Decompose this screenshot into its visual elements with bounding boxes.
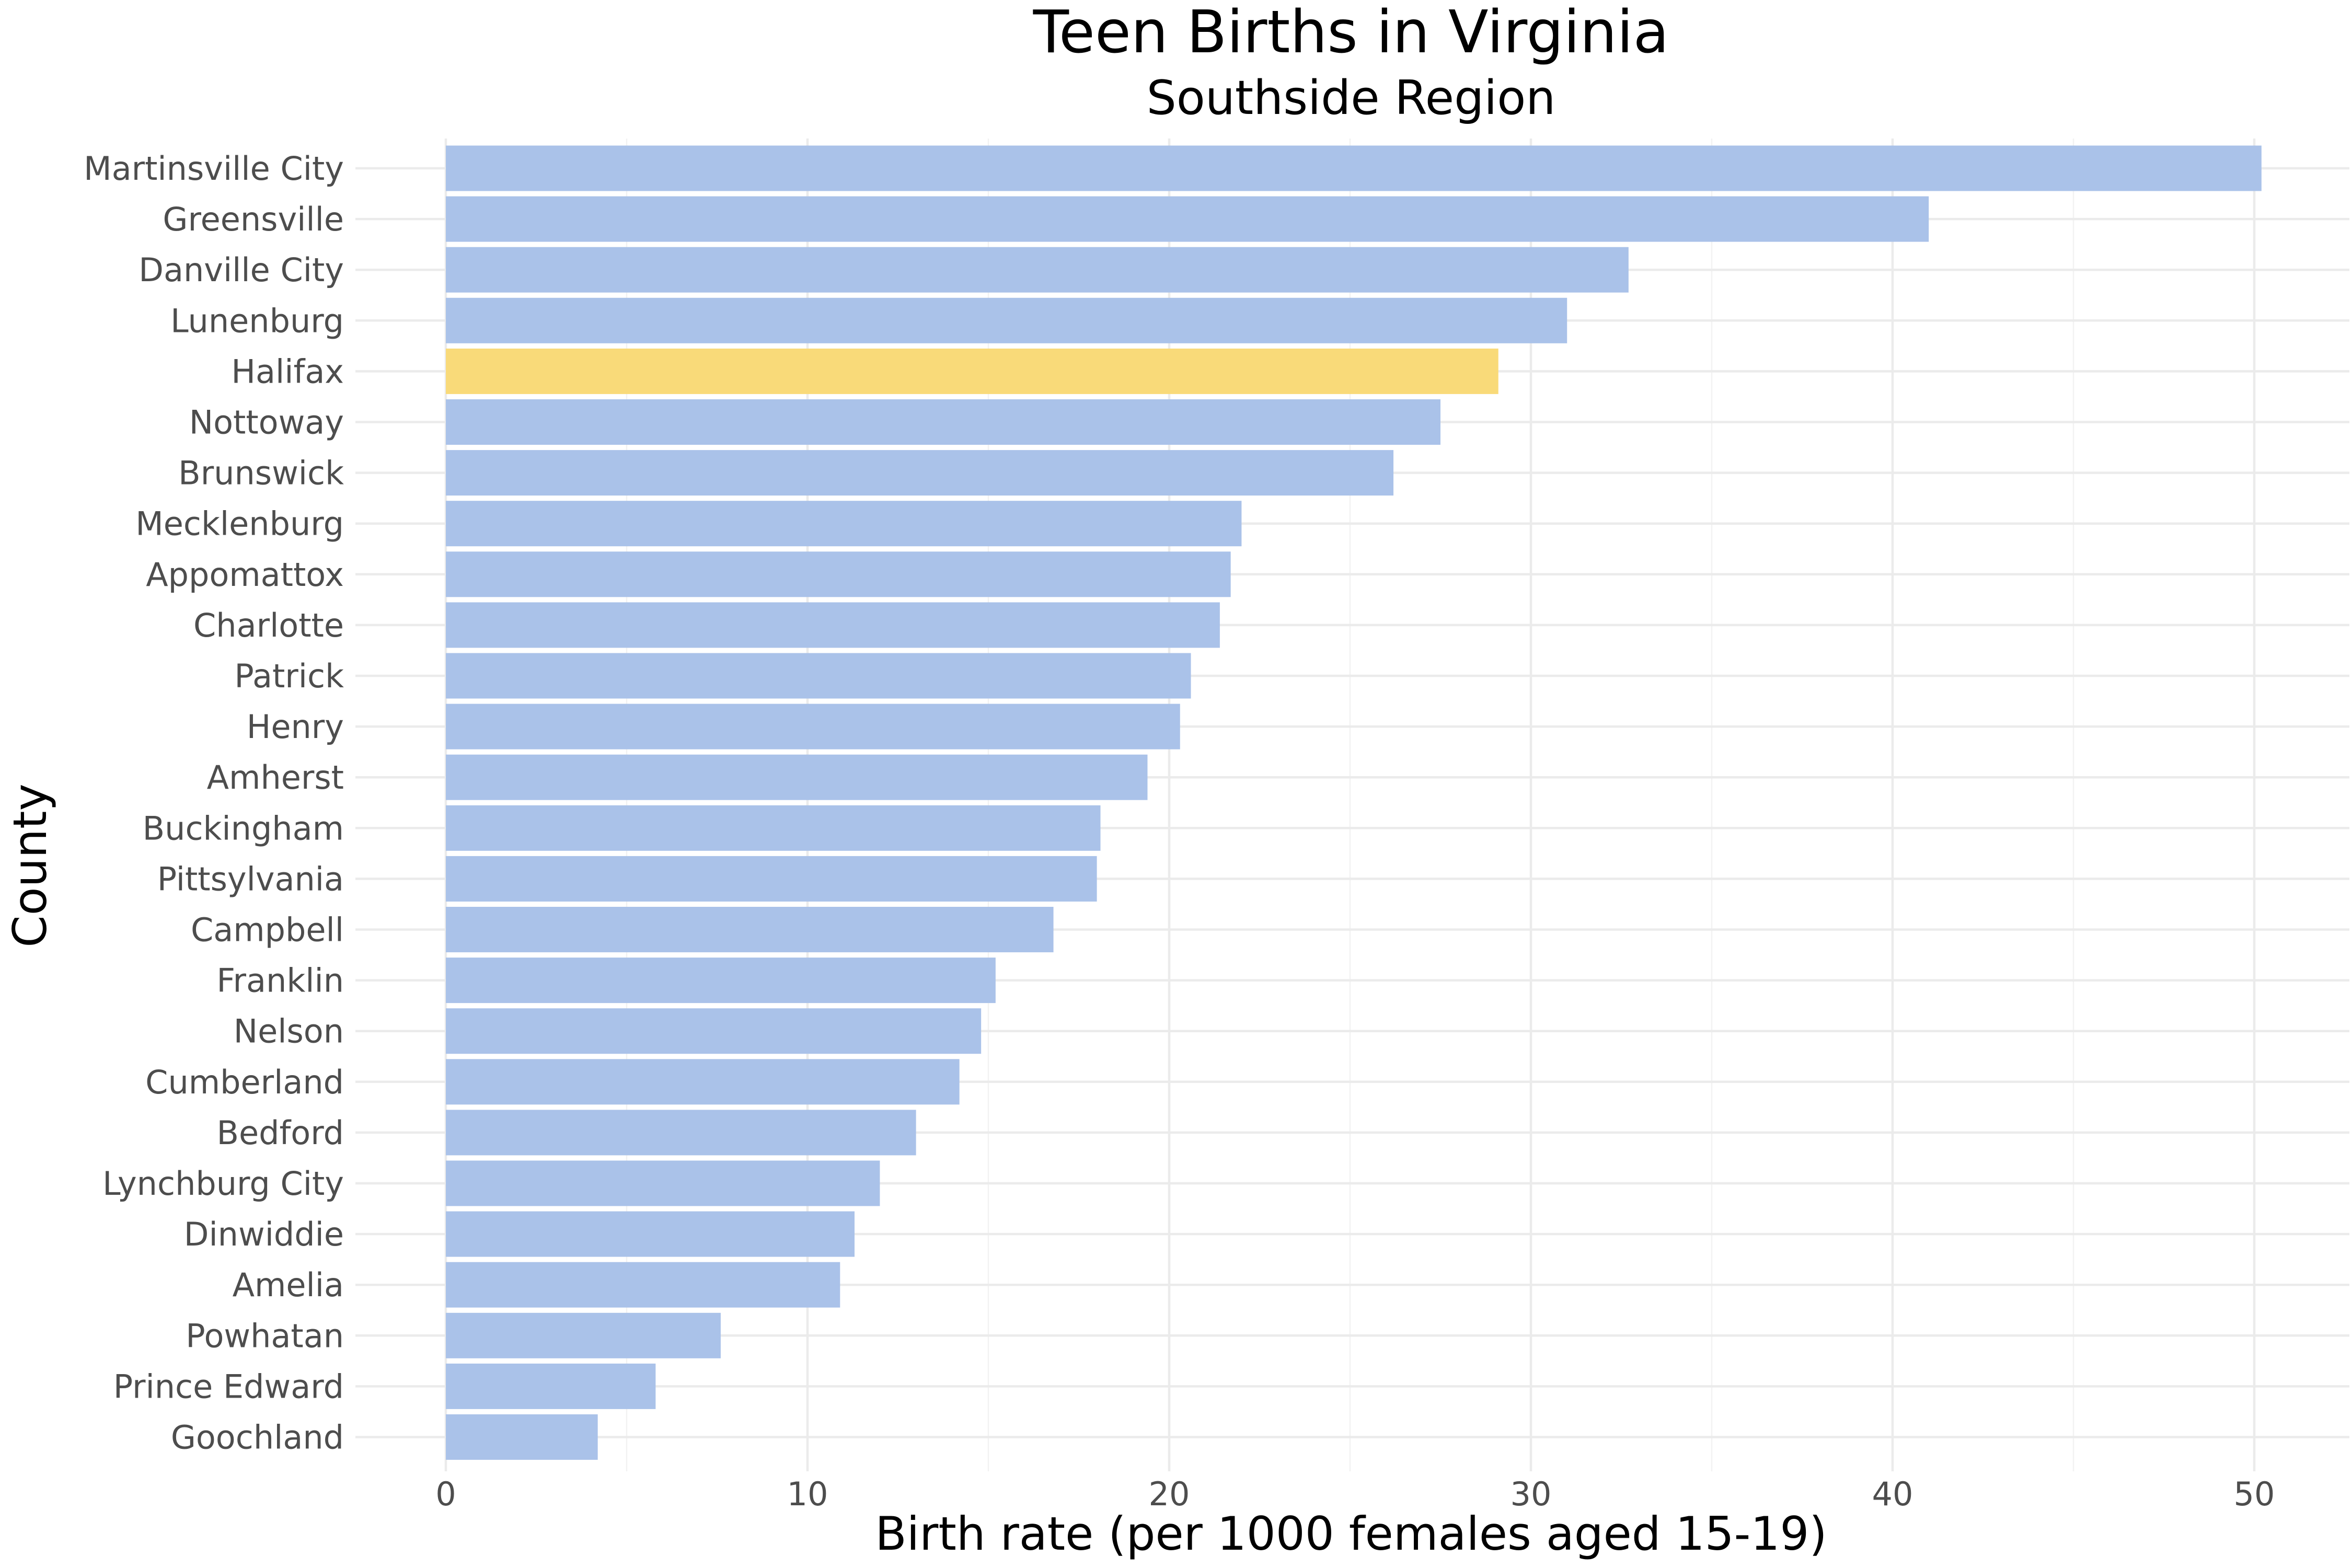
- x-tick-label: 20: [1149, 1475, 1190, 1513]
- bar-appomattox: [446, 551, 1231, 597]
- y-tick-label: Pittsylvania: [157, 860, 344, 898]
- bar-buckingham: [446, 805, 1101, 851]
- bars: [446, 145, 2262, 1460]
- bar-campbell: [446, 907, 1054, 952]
- bar-lynchburg-city: [446, 1160, 880, 1206]
- bar-brunswick: [446, 450, 1394, 496]
- y-tick-label: Prince Edward: [113, 1367, 344, 1405]
- chart-title: Teen Births in Virginia: [1033, 0, 1669, 66]
- y-tick-label: Goochland: [171, 1419, 344, 1457]
- bar-prince-edward: [446, 1363, 656, 1409]
- bar-dinwiddie: [446, 1211, 855, 1257]
- y-tick-label: Patrick: [234, 657, 344, 695]
- y-tick-label: Dinwiddie: [184, 1215, 344, 1253]
- y-tick-label: Buckingham: [143, 809, 344, 847]
- y-tick-label: Appomattox: [146, 556, 344, 594]
- y-tick-label: Danville City: [139, 251, 344, 289]
- y-tick-label: Bedford: [216, 1114, 344, 1152]
- bar-amherst: [446, 754, 1148, 800]
- y-tick-label: Amelia: [233, 1266, 344, 1304]
- y-tick-label: Halifax: [231, 352, 344, 390]
- bar-powhatan: [446, 1312, 721, 1358]
- bar-franklin: [446, 958, 996, 1004]
- y-tick-label: Amherst: [207, 758, 344, 797]
- y-tick-label: Lunenburg: [170, 302, 344, 340]
- bar-henry: [446, 704, 1180, 750]
- y-tick-labels: Martinsville City Greensville Danville Cit…: [84, 149, 344, 1457]
- y-tick-label: Lynchburg City: [102, 1165, 344, 1203]
- bar-cumberland: [446, 1059, 960, 1105]
- x-tick-label: 10: [787, 1475, 828, 1513]
- bar-martinsville-city: [446, 145, 2262, 191]
- y-tick-label: Greensville: [163, 200, 344, 238]
- y-tick-label: Mecklenburg: [135, 505, 344, 543]
- bar-lunenburg: [446, 297, 1567, 343]
- y-tick-label: Martinsville City: [84, 149, 344, 188]
- x-tick-label: 0: [435, 1475, 456, 1513]
- bar-patrick: [446, 653, 1191, 699]
- y-tick-label: Cumberland: [145, 1063, 344, 1101]
- x-tick-label: 30: [1511, 1475, 1552, 1513]
- bar-goochland: [446, 1414, 598, 1460]
- bar-amelia: [446, 1262, 840, 1308]
- x-tick-label: 50: [2234, 1475, 2275, 1513]
- chart-subtitle: Southside Region: [1147, 71, 1556, 125]
- x-tick-label: 40: [1872, 1475, 1913, 1513]
- bar-greensville: [446, 196, 1929, 242]
- y-tick-label: Campbell: [191, 911, 344, 949]
- y-tick-label: Powhatan: [186, 1317, 344, 1355]
- bar-danville-city: [446, 247, 1629, 293]
- bar-bedford: [446, 1110, 916, 1156]
- bar-mecklenburg: [446, 501, 1242, 547]
- bar-nottoway: [446, 399, 1440, 445]
- y-tick-label: Nelson: [234, 1012, 344, 1051]
- y-tick-label: Henry: [247, 708, 344, 746]
- y-tick-label: Brunswick: [178, 454, 344, 492]
- y-tick-label: Charlotte: [193, 606, 344, 644]
- y-axis-title: County: [3, 783, 57, 947]
- bar-nelson: [446, 1008, 982, 1054]
- x-tick-labels: 0 10 20 30 40 50: [435, 1475, 2275, 1513]
- bar-pittsylvania: [446, 856, 1097, 902]
- bar-halifax: [446, 348, 1498, 394]
- y-tick-label: Franklin: [216, 962, 344, 1000]
- bar-charlotte: [446, 602, 1220, 648]
- y-tick-label: Nottoway: [189, 403, 344, 442]
- x-axis-title: Birth rate (per 1000 females aged 15-19): [875, 1507, 1827, 1561]
